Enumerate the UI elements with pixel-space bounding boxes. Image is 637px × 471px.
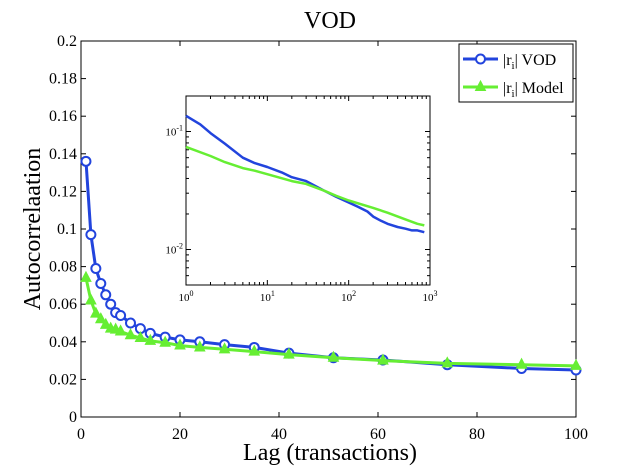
inset-plot: 100 101 102 103 10-210-1 <box>165 95 438 304</box>
data-point-model <box>174 338 186 350</box>
main-xtick-labels: 0 20 40 60 80 100 <box>77 426 588 443</box>
legend-box <box>458 43 574 103</box>
x-tick-label: 40 <box>271 426 287 443</box>
inset-x-tick-label: 101 <box>260 289 275 304</box>
x-tick-label: 20 <box>172 426 188 443</box>
data-point-model <box>441 356 454 368</box>
legend-label-model-suffix: | Model <box>515 80 565 97</box>
main-ytick-labels: 0 0.02 0.04 0.06 0.08 0.1 0.12 0.14 0.16 0.18 0.2 <box>49 33 77 426</box>
data-point-model <box>80 270 92 282</box>
inset-y-tick-label: 10-1 <box>165 124 183 139</box>
data-point-model <box>134 330 147 343</box>
data-point-vod <box>90 262 102 274</box>
y-axis-label: Autocorrelaation <box>20 148 46 311</box>
inset-x-tick-label-exp: 2 <box>352 289 356 298</box>
data-point-model <box>94 312 107 324</box>
y-tick-label: 0.02 <box>49 371 77 388</box>
legend-label-model-sub: i <box>512 88 515 100</box>
data-point-model <box>248 344 261 356</box>
y-tick-label: 0.2 <box>57 33 77 50</box>
inset-x-tick-label-base: 10 <box>179 292 191 304</box>
legend-label-model: |ri| Model <box>503 80 564 100</box>
data-point-model <box>114 324 127 336</box>
data-point-model <box>124 328 137 340</box>
data-point-model <box>144 333 157 345</box>
inset-series-line-model <box>185 145 425 227</box>
data-point-model <box>85 293 97 305</box>
data-point-model <box>327 350 340 362</box>
data-point-model <box>193 340 206 352</box>
y-tick-label: 0.12 <box>49 183 77 200</box>
data-point-model <box>515 357 528 369</box>
data-point-vod <box>115 309 127 321</box>
inset-y-tick-label-exp: -1 <box>176 124 183 133</box>
legend-marker-circle <box>475 53 486 65</box>
data-point-model <box>283 347 295 359</box>
inset-xtick-labels: 100 101 102 103 <box>179 289 438 304</box>
inset-x-tick-label: 103 <box>423 289 438 304</box>
inset-x-tick-label-base: 10 <box>423 292 435 304</box>
data-point-vod <box>95 278 107 290</box>
x-tick-label: 0 <box>77 426 85 443</box>
legend-label-model-prefix: |r <box>503 80 512 97</box>
legend: |ri| VOD |ri| Model <box>458 43 574 103</box>
data-point-vod <box>125 317 136 329</box>
legend-marker-triangle <box>474 79 487 91</box>
inset-axes-box <box>185 95 431 286</box>
inset-x-tick-label: 100 <box>179 289 194 304</box>
x-tick-label: 60 <box>370 426 386 443</box>
data-point-model <box>99 317 112 329</box>
data-point-vod <box>100 289 112 301</box>
data-point-model <box>570 358 582 370</box>
inset-y-tick-label-base: 10 <box>165 244 177 256</box>
x-tick-label: 80 <box>469 426 485 443</box>
main-plot: 0 20 40 60 80 100 00.020.040.060.080.10.120.1… <box>49 33 588 443</box>
inset-x-tick-label-base: 10 <box>341 292 353 304</box>
inset-y-tick-label: 10-2 <box>165 241 183 256</box>
inset-y-tick-label-base: 10 <box>165 127 177 139</box>
y-tick-label: 0 <box>69 409 77 426</box>
inset-ticks <box>185 95 430 286</box>
inset-y-tick-label-exp: -2 <box>176 241 183 250</box>
legend-entry-vod: |ri| VOD <box>463 52 556 72</box>
y-tick-label: 0.04 <box>49 334 77 351</box>
data-point-model <box>377 353 389 365</box>
chart-title: VOD <box>304 8 356 34</box>
data-point-vod <box>85 229 97 241</box>
inset-series <box>185 114 425 234</box>
legend-entry-model: |ri| Model <box>463 79 564 100</box>
data-point-vod <box>80 155 92 167</box>
y-tick-label: 0.14 <box>49 146 77 163</box>
inset-x-tick-label-exp: 0 <box>190 289 194 298</box>
y-tick-label: 0.08 <box>49 259 77 276</box>
y-tick-label: 0.1 <box>57 221 77 238</box>
inset-ytick-labels: 10-210-1 <box>165 124 183 257</box>
legend-label-vod-sub: i <box>512 60 515 72</box>
legend-label-vod-suffix: | VOD <box>515 52 557 69</box>
inset-x-tick-label-exp: 1 <box>271 289 275 298</box>
main-series <box>80 155 582 376</box>
legend-label-vod: |ri| VOD <box>503 52 556 72</box>
x-axis-label: Lag (transactions) <box>243 440 417 466</box>
data-point-model <box>218 342 231 354</box>
inset-x-tick-label: 102 <box>341 289 356 304</box>
inset-x-tick-label-exp: 3 <box>434 289 438 298</box>
x-tick-label: 100 <box>564 426 588 443</box>
data-point-model <box>159 335 171 347</box>
y-tick-label: 0.06 <box>49 296 77 313</box>
inset-x-tick-label-base: 10 <box>260 292 272 304</box>
y-tick-label: 0.16 <box>49 108 77 125</box>
legend-label-vod-prefix: |r <box>503 52 512 69</box>
data-point-vod <box>105 298 117 310</box>
y-tick-label: 0.18 <box>49 71 77 88</box>
data-point-model <box>90 306 102 318</box>
